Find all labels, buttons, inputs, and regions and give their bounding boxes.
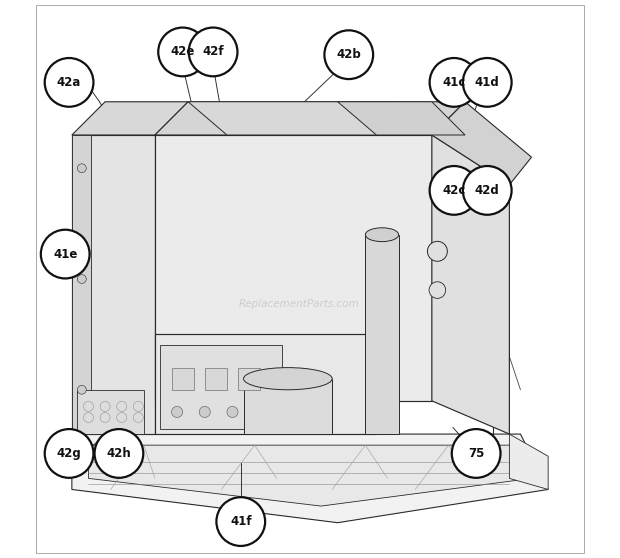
Text: 42c: 42c: [442, 184, 466, 197]
Polygon shape: [338, 102, 465, 135]
Circle shape: [41, 230, 89, 278]
Circle shape: [45, 58, 94, 107]
Text: 41f: 41f: [230, 515, 252, 528]
Circle shape: [78, 275, 86, 283]
Circle shape: [172, 406, 183, 417]
Polygon shape: [432, 135, 510, 434]
Circle shape: [430, 58, 479, 107]
Circle shape: [324, 30, 373, 79]
Circle shape: [78, 386, 86, 394]
Polygon shape: [155, 102, 465, 135]
Circle shape: [216, 497, 265, 546]
Circle shape: [429, 282, 446, 299]
Polygon shape: [155, 334, 376, 434]
Text: 42h: 42h: [107, 447, 131, 460]
Polygon shape: [510, 434, 548, 489]
Circle shape: [430, 166, 479, 215]
Circle shape: [427, 242, 448, 261]
Circle shape: [45, 429, 94, 478]
Text: 42b: 42b: [337, 48, 361, 61]
Circle shape: [199, 406, 210, 417]
Circle shape: [463, 166, 511, 215]
Text: 75: 75: [468, 447, 484, 460]
Polygon shape: [188, 102, 432, 135]
Polygon shape: [78, 390, 144, 434]
Polygon shape: [205, 368, 227, 390]
Text: 41e: 41e: [53, 248, 78, 261]
Text: 41d: 41d: [475, 76, 500, 89]
Polygon shape: [172, 368, 193, 390]
Polygon shape: [72, 102, 188, 135]
Polygon shape: [244, 379, 332, 434]
Ellipse shape: [244, 368, 332, 390]
Text: 42d: 42d: [475, 184, 500, 197]
Polygon shape: [89, 445, 531, 506]
Polygon shape: [155, 135, 432, 401]
Circle shape: [158, 27, 207, 76]
Polygon shape: [72, 434, 548, 523]
Polygon shape: [72, 135, 155, 434]
Circle shape: [78, 164, 86, 172]
Text: 42e: 42e: [170, 45, 195, 59]
Circle shape: [452, 429, 500, 478]
Text: 42g: 42g: [56, 447, 81, 460]
Circle shape: [95, 429, 143, 478]
Ellipse shape: [365, 228, 399, 242]
Text: 42f: 42f: [202, 45, 224, 59]
Polygon shape: [161, 345, 282, 429]
Text: 41c: 41c: [442, 76, 466, 89]
Text: 42a: 42a: [57, 76, 81, 89]
Polygon shape: [432, 102, 531, 185]
Polygon shape: [72, 135, 91, 434]
Circle shape: [463, 58, 511, 107]
Circle shape: [188, 27, 237, 76]
Polygon shape: [238, 368, 260, 390]
Polygon shape: [365, 235, 399, 434]
Text: ReplacementParts.com: ReplacementParts.com: [239, 299, 360, 309]
Circle shape: [227, 406, 238, 417]
